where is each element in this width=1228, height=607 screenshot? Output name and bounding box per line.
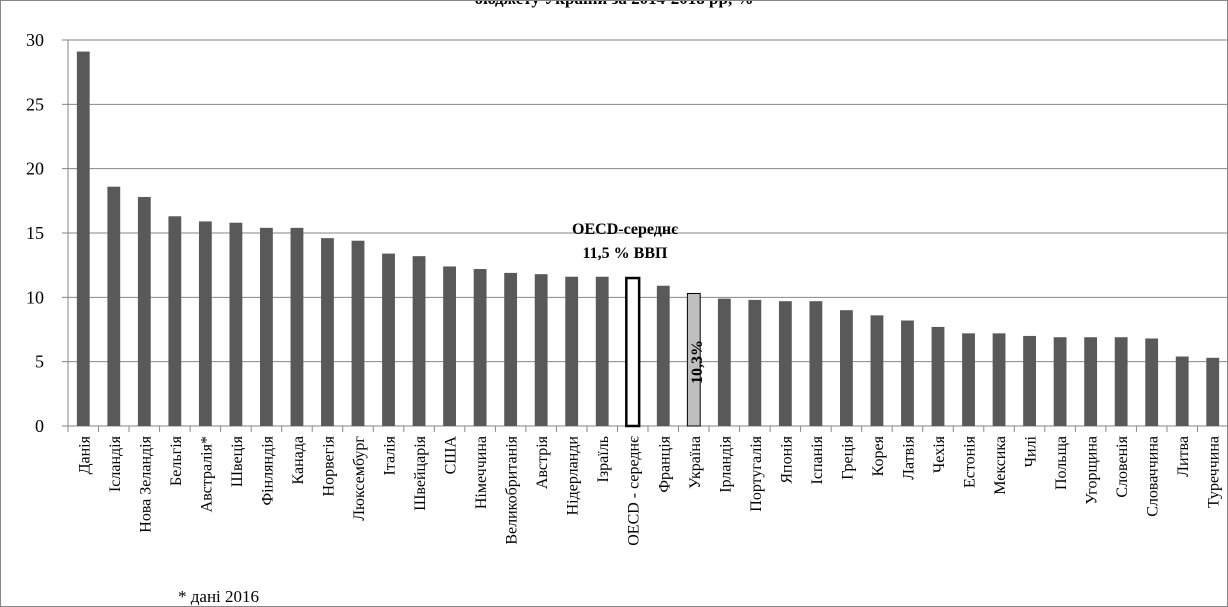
bar: [168, 216, 182, 426]
bar: [901, 320, 914, 426]
bar: [351, 240, 365, 426]
bar: [1145, 338, 1159, 426]
category-label: Канада: [290, 436, 307, 484]
category-label: Греція: [839, 435, 856, 479]
y-tick-label: 0: [35, 416, 44, 436]
bars: [76, 51, 1220, 428]
bar: [382, 253, 395, 426]
bar: [1053, 337, 1067, 426]
bar: [290, 227, 304, 426]
category-label: Швейцарія: [412, 435, 429, 510]
bar: [748, 299, 762, 426]
category-label: Австрія: [534, 435, 551, 489]
bar: [443, 266, 456, 426]
y-tick-label: 25: [26, 94, 44, 114]
category-label: Словенія: [1114, 435, 1131, 497]
chart-title: бюджету України за 2014-2018 рр, %: [0, 0, 1228, 9]
category-label: Бельгія: [168, 435, 185, 486]
category-label: Японія: [778, 435, 795, 483]
bar: [992, 333, 1006, 426]
bar: [473, 269, 487, 426]
bar: [686, 292, 701, 427]
category-label: Фінляндія: [259, 435, 276, 505]
y-tick-label: 5: [35, 352, 44, 372]
bar: [76, 51, 90, 427]
category-label: Німеччина: [473, 436, 490, 509]
bar: [931, 326, 945, 426]
category-label: Чилі: [1023, 435, 1040, 467]
category-label: Мексика: [992, 436, 1009, 495]
category-label: Ісландія: [107, 435, 124, 492]
oecd-average-annotation-line1: OECD-середнє: [572, 221, 678, 238]
y-tick-label: 15: [26, 223, 44, 243]
category-labels: Данія Ісландія Нова Зеландія Бельгія Австрал…: [76, 435, 1222, 545]
category-label: Швеція: [229, 435, 246, 487]
oecd-average-annotation-line2: 11,5 % ВВП: [583, 245, 668, 262]
bar: [870, 315, 884, 426]
bar: [717, 298, 731, 426]
bar: [107, 186, 121, 426]
footnote: * дані 2016: [178, 587, 259, 606]
category-label: Естонія: [962, 435, 979, 488]
category-label: Словаччина: [1145, 436, 1162, 517]
y-tick-label: 20: [26, 159, 44, 179]
category-label: Нова Зеландія: [137, 435, 154, 532]
bar: [504, 272, 518, 426]
category-label: Данія: [76, 435, 93, 474]
bar: [778, 301, 792, 426]
category-label: Люксембург: [351, 436, 368, 521]
bar: [412, 256, 426, 426]
category-label: OECD - середнє: [626, 436, 643, 546]
bar: [962, 333, 975, 426]
category-label: Ізраїль: [595, 436, 612, 482]
bar: [840, 310, 853, 426]
category-label: Туреччина: [1206, 436, 1223, 508]
category-label: Австралія*: [198, 436, 215, 512]
category-label: Угорщина: [1084, 436, 1101, 505]
bar: [625, 276, 641, 428]
bar: [595, 276, 609, 426]
category-label: Корея: [870, 435, 887, 476]
category-label: Чехія: [931, 435, 948, 473]
category-label: Норвегія: [320, 435, 337, 496]
category-label: Ірландія: [717, 435, 734, 492]
category-label: Великобританія: [504, 435, 521, 544]
category-label: Франція: [656, 435, 673, 492]
category-label: Іспанія: [809, 435, 826, 484]
category-label: США: [443, 436, 460, 475]
category-label: Італія: [382, 435, 399, 475]
bar: [1023, 335, 1036, 426]
bar: [534, 274, 548, 426]
bar: [229, 222, 243, 426]
bar: [656, 285, 670, 426]
bar: [321, 238, 334, 426]
bar: [1206, 357, 1220, 426]
category-label: Литва: [1175, 436, 1192, 477]
y-tick-label: 10: [26, 287, 44, 307]
category-label: Польща: [1053, 436, 1070, 490]
bar: [137, 196, 151, 426]
bar: [1114, 337, 1128, 426]
bar: [1084, 337, 1098, 426]
category-label: Нідерланди: [565, 436, 582, 516]
y-tick-label: 30: [26, 30, 44, 50]
bar: [565, 276, 579, 426]
bar: [1175, 356, 1189, 426]
category-label: Україна: [687, 436, 704, 489]
bar: [809, 301, 823, 426]
category-label: Латвія: [900, 435, 917, 480]
ukraine-value-label: 10,3%: [689, 340, 706, 384]
bar: [198, 221, 212, 426]
bar: [260, 227, 273, 426]
category-label: Португалія: [748, 435, 765, 511]
